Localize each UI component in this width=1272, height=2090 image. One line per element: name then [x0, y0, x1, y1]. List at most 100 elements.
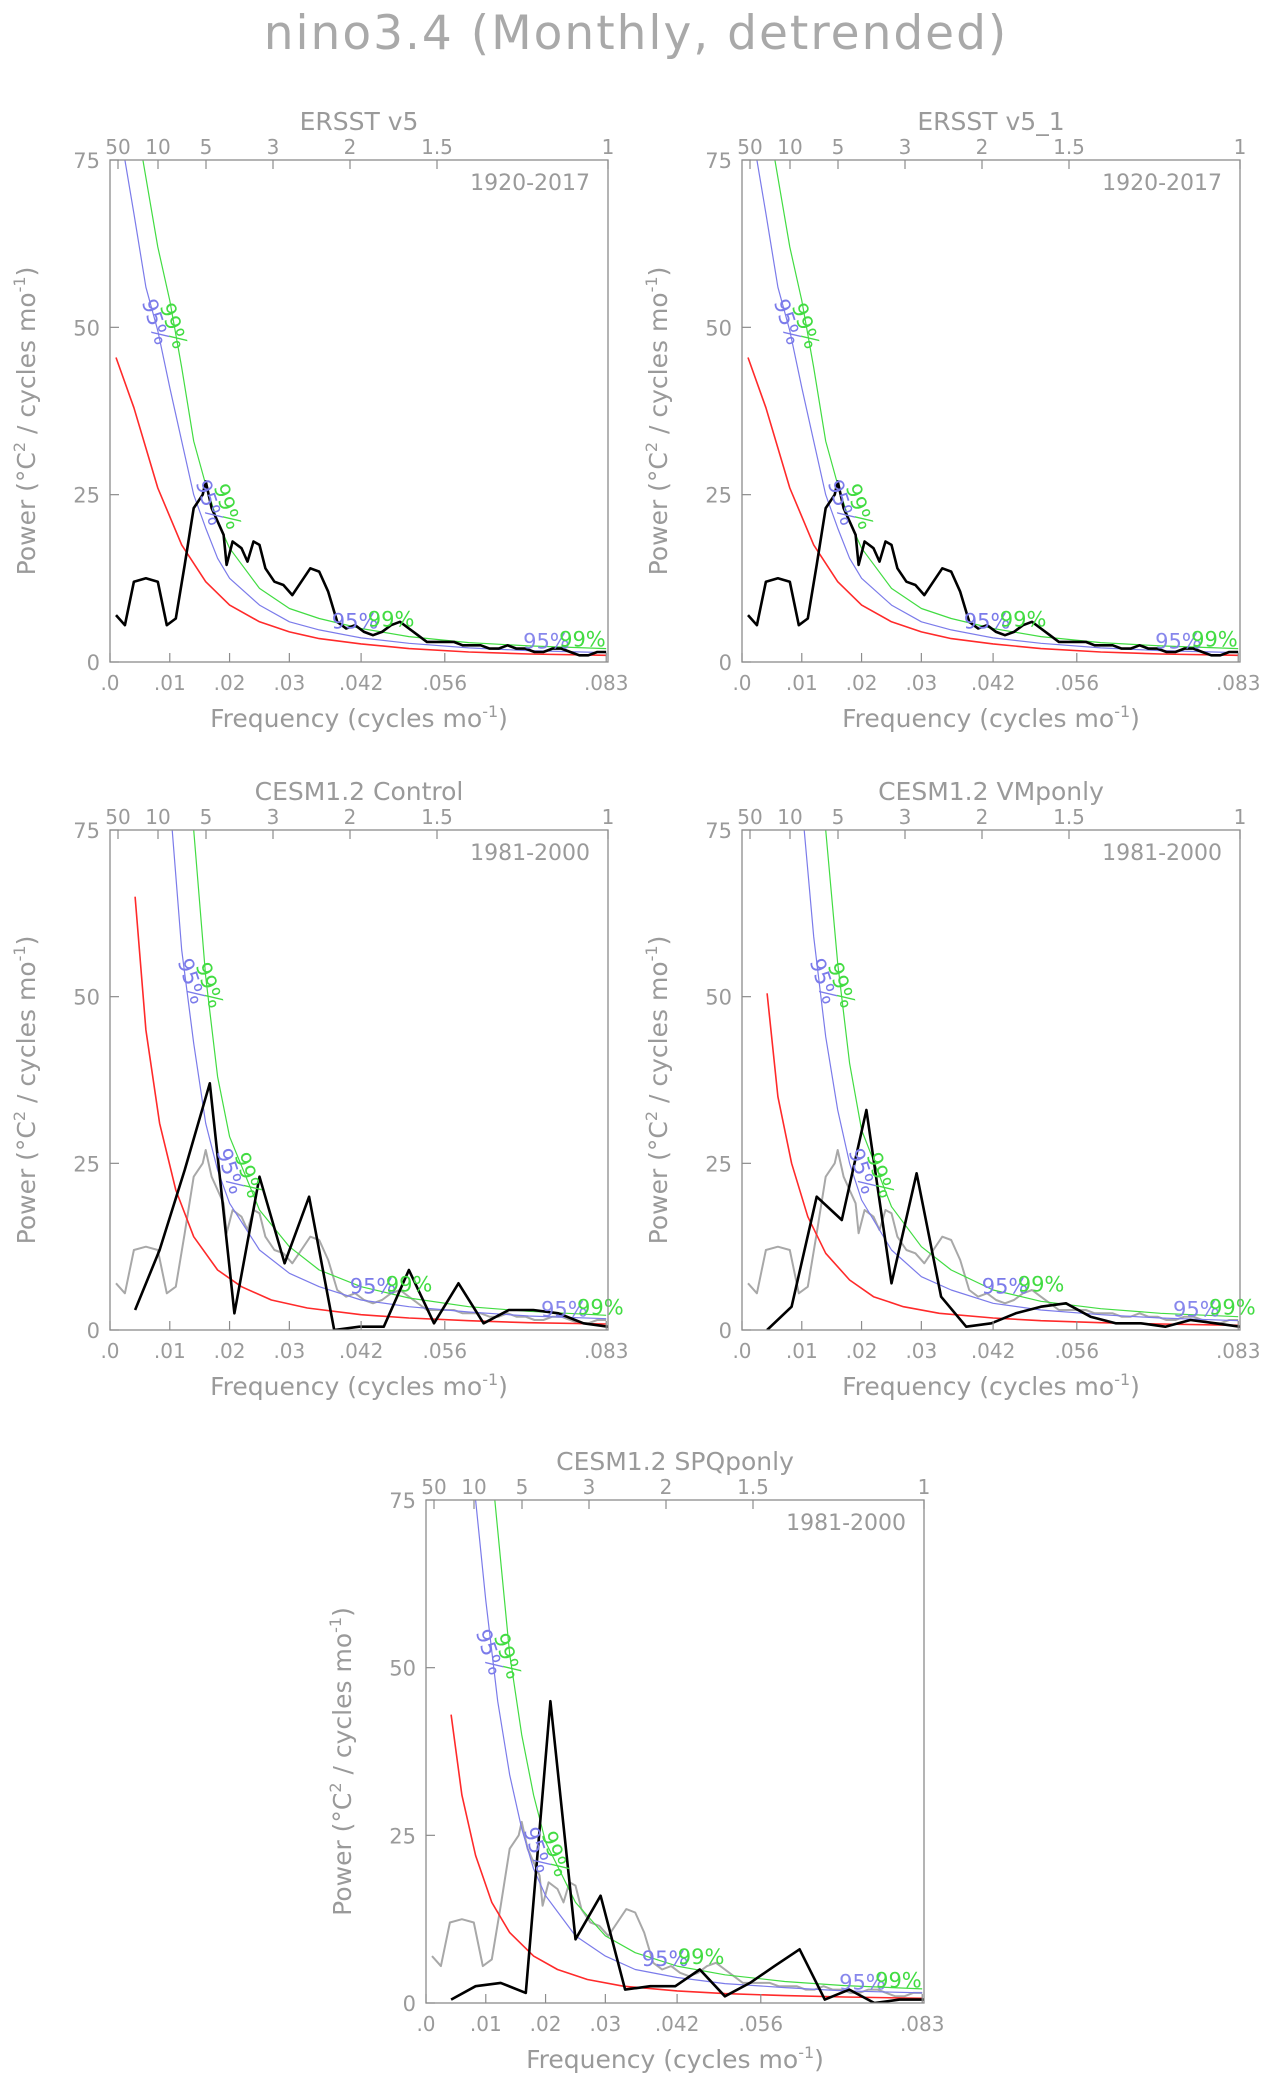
y-axis-label: Power (°C2 / cycles mo-1): [642, 267, 673, 576]
x-tick-label: .056: [1055, 671, 1100, 695]
y-axis-label: Power (°C2 / cycles mo-1): [642, 936, 673, 1245]
y-tick-label: 50: [389, 1657, 416, 1681]
period-tick-label: 3: [267, 805, 280, 829]
x-axis-label-sup: -1: [798, 2043, 814, 2062]
period-label: 1981-2000: [786, 1511, 906, 1536]
period-tick-label: 10: [777, 135, 802, 159]
y-tick-label: 0: [403, 1992, 416, 2016]
x-axis-label: Frequency (cycles mo-1): [842, 1370, 1140, 1401]
red-noise-line: [450, 1714, 923, 2000]
x-tick-label: .01: [470, 2012, 502, 2036]
period-tick-label: 2: [344, 135, 357, 159]
period-tick-label: 1.5: [421, 805, 453, 829]
ci99-label: 99%: [368, 608, 415, 632]
period-tick-label: 1.5: [1053, 135, 1085, 159]
x-tick-label: .042: [655, 2012, 700, 2036]
x-tick-label: .056: [423, 671, 468, 695]
y-tick-label: 75: [73, 819, 100, 843]
x-tick-label: .0: [100, 671, 119, 695]
spectrum-line: [133, 1082, 608, 1330]
period-tick-label: 1: [602, 805, 615, 829]
x-tick-label: .0: [100, 1339, 119, 1363]
period-label: 1920-2017: [470, 171, 590, 196]
period-label: 1981-2000: [1102, 841, 1222, 866]
y-tick-label: 25: [73, 1152, 100, 1176]
ci99-label: 99%: [577, 1296, 624, 1320]
period-label: 1920-2017: [1102, 171, 1222, 196]
ci95-label: 95%: [1155, 630, 1202, 654]
x-tick-label: .083: [584, 671, 629, 695]
x-axis-label-text: Frequency (cycles mo: [842, 1372, 1114, 1401]
x-axis-label-sup: -1: [482, 702, 498, 721]
x-tick-label: .01: [154, 1339, 186, 1363]
x-tick-label: .01: [786, 671, 818, 695]
period-tick-label: 5: [516, 1475, 529, 1499]
x-axis-label-text: Frequency (cycles mo: [526, 2045, 798, 2074]
x-tick-label: .02: [846, 671, 878, 695]
ci99-line: [142, 160, 607, 650]
red-noise-line: [115, 357, 607, 657]
ci95-label: 95%: [350, 1274, 397, 1298]
plot-frame: [109, 829, 609, 1331]
y-axis-label-close: ): [644, 267, 673, 277]
period-tick-label: 2: [976, 805, 989, 829]
period-tick-label: 5: [832, 135, 845, 159]
period-tick-label: 10: [461, 1475, 486, 1499]
y-axis-label-sup: 2: [10, 1111, 29, 1121]
period-tick-label: 50: [737, 805, 762, 829]
y-axis-label-sup: 2: [642, 442, 661, 452]
spectrum-panel: CESM1.2 SPQponly1981-200095%99%95%99%95%…: [326, 1447, 944, 2074]
x-axis-label-close: ): [498, 704, 508, 733]
y-tick-label: 50: [73, 316, 100, 340]
y-axis-label-sup: -1: [10, 945, 29, 961]
reference-spectrum-line: [747, 1149, 1239, 1325]
ci95-line: [124, 160, 607, 654]
y-tick-label: 75: [705, 819, 732, 843]
period-tick-label: 5: [200, 805, 213, 829]
x-axis-label: Frequency (cycles mo-1): [210, 702, 508, 733]
x-tick-label: .042: [339, 671, 384, 695]
x-tick-label: .083: [584, 1339, 629, 1363]
y-axis-label-text: Power (°C: [644, 1121, 673, 1244]
y-axis-label-sup: -1: [326, 1617, 345, 1633]
x-axis-label-close: ): [1130, 1372, 1140, 1401]
curves-group: [747, 830, 1240, 1330]
y-axis-label-text: Power (°C: [12, 1121, 41, 1244]
x-tick-label: .01: [786, 1339, 818, 1363]
x-tick-label: .042: [339, 1339, 384, 1363]
x-tick-label: .03: [589, 2012, 621, 2036]
y-axis-label-sup: -1: [642, 276, 661, 292]
period-tick-label: 50: [737, 135, 762, 159]
x-tick-label: .083: [1216, 1339, 1261, 1363]
panel-title: CESM1.2 SPQponly: [556, 1447, 794, 1476]
y-axis-label: Power (°C2 / cycles mo-1): [326, 1607, 357, 1916]
x-tick-label: .083: [900, 2012, 945, 2036]
ci95-label: 95%: [839, 1971, 886, 1995]
period-label: 1981-2000: [470, 841, 590, 866]
spectrum-panel: CESM1.2 Control1981-200095%99%95%99%95%9…: [10, 777, 628, 1401]
period-tick-label: 10: [145, 805, 170, 829]
ci95-line: [803, 830, 1239, 1322]
x-axis-label-text: Frequency (cycles mo: [210, 1372, 482, 1401]
period-tick-label: 2: [660, 1475, 673, 1499]
y-tick-label: 0: [719, 1319, 732, 1343]
spectrum-panel: ERSST v51920-201795%99%95%99%95%99%95%99…: [10, 107, 628, 733]
x-axis-label-sup: -1: [1114, 702, 1130, 721]
ci99-line: [774, 160, 1239, 650]
ci99-label: 99%: [875, 1969, 922, 1993]
x-axis-label: Frequency (cycles mo-1): [210, 1370, 508, 1401]
ci99-label: 99%: [386, 1272, 433, 1296]
x-axis-label-sup: -1: [482, 1370, 498, 1389]
y-axis-label-mid: / cycles mo: [644, 292, 673, 442]
spectrum-line: [115, 479, 607, 657]
period-tick-label: 50: [421, 1475, 446, 1499]
plot-frame: [741, 829, 1241, 1331]
period-tick-label: 50: [105, 805, 130, 829]
ci95-line: [756, 160, 1239, 654]
period-tick-label: 2: [344, 805, 357, 829]
ci95-line: [475, 1500, 923, 1994]
x-tick-label: .0: [416, 2012, 435, 2036]
ci99-label: 99%: [559, 628, 606, 652]
curves-group: [115, 830, 608, 1330]
